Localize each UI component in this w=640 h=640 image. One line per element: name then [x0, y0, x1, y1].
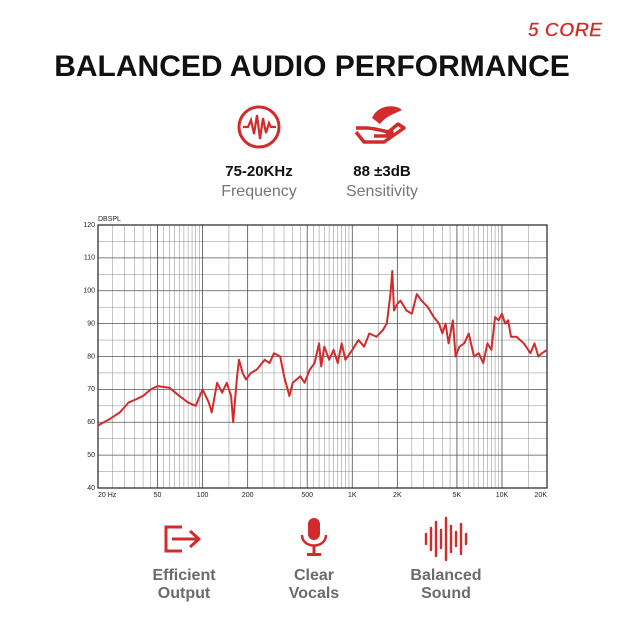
soundwave-icon: [424, 516, 468, 562]
x-tick-label: 20 Hz: [98, 492, 117, 499]
x-tick-label: 20K: [535, 492, 548, 499]
feature-label: Output: [158, 585, 211, 602]
feature-label: Sound: [421, 585, 471, 602]
feature-label: Vocals: [289, 585, 340, 602]
y-tick-label: 60: [87, 419, 95, 426]
spec-label: Frequency: [221, 183, 297, 200]
response-curve: [97, 270, 548, 427]
mic-icon: [300, 518, 328, 556]
feature-label: Efficient: [152, 567, 216, 584]
sensitivity-icon: [354, 106, 406, 144]
y-tick-label: 70: [87, 386, 95, 393]
y-tick-label: 50: [87, 452, 95, 459]
x-tick-label: 1K: [348, 492, 357, 499]
y-axis-label: DBSPL: [98, 216, 121, 223]
x-tick-label: 2K: [393, 492, 402, 499]
spec-label: Sensitivity: [346, 183, 418, 200]
y-tick-label: 110: [84, 255, 95, 262]
spec-value: 75-20KHz: [225, 163, 293, 180]
x-tick-label: 50: [154, 492, 162, 499]
y-tick-label: 120: [83, 222, 95, 229]
feature-label: Balanced: [410, 567, 481, 584]
spec-value: 88 ±3dB: [353, 163, 411, 180]
plot-frame: [97, 224, 548, 489]
title: BALANCED AUDIO PERFORMANCE: [54, 50, 570, 83]
output-icon: [164, 525, 201, 553]
x-tick-label: 200: [242, 492, 254, 499]
y-tick-label: 100: [83, 288, 95, 295]
y-tick-label: 90: [87, 320, 95, 327]
y-tick-label: 80: [87, 353, 95, 360]
logo: 5 CORE: [528, 19, 603, 41]
y-tick-label: 40: [87, 485, 95, 492]
frequency-icon: [237, 105, 281, 149]
x-tick-label: 100: [197, 492, 209, 499]
feature-label: Clear: [294, 567, 334, 584]
x-tick-label: 500: [301, 492, 313, 499]
x-tick-label: 5K: [453, 492, 462, 499]
x-tick-label: 10K: [496, 492, 509, 499]
